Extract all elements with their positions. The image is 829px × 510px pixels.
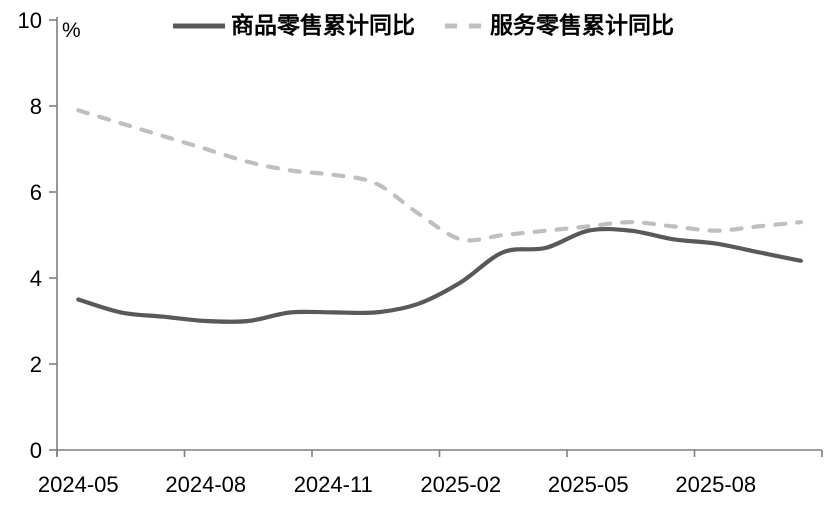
series-line-0 (76, 226, 803, 324)
dashed-line-sample-icon (445, 23, 485, 28)
y-tick-label: 2 (30, 352, 42, 377)
x-tick-label: 2025-02 (420, 472, 501, 497)
y-tick-label: 4 (30, 266, 42, 291)
y-tick-label: 8 (30, 94, 42, 119)
x-tick-label: 2025-05 (548, 472, 629, 497)
x-tick-label: 2024-05 (38, 472, 119, 497)
y-tick-label: 0 (30, 438, 42, 463)
chart-legend: 商品零售累计同比 服务零售累计同比 (172, 14, 674, 37)
series-line-1 (76, 108, 803, 243)
x-tick-label: 2024-11 (294, 472, 373, 497)
solid-line-sample-icon (173, 23, 225, 28)
legend-item-services-retail: 服务零售累计同比 (445, 14, 674, 37)
y-tick-label: 6 (30, 180, 42, 205)
x-tick-label: 2024-08 (165, 472, 246, 497)
y-axis-unit-label: % (62, 19, 81, 42)
legend-item-goods-retail: 商品零售累计同比 (172, 14, 415, 37)
legend-label-services-retail: 服务零售累计同比 (490, 12, 674, 38)
y-tick-label: 10 (18, 8, 42, 33)
legend-label-goods-retail: 商品零售累计同比 (231, 12, 415, 38)
x-tick-label: 2025-08 (675, 472, 756, 497)
